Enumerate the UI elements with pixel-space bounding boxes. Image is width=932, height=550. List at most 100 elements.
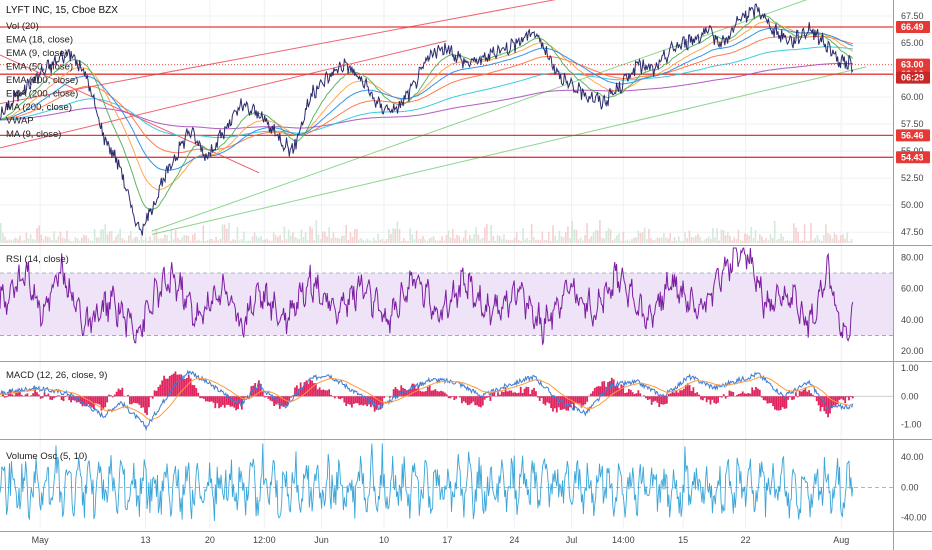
indicator-label: MA (9, close) [6,129,61,140]
volume-bar [279,234,281,243]
last-price-badge-text: 63.00 [901,60,924,70]
macd-hist-bar [681,390,683,397]
macd-hist-bar [398,390,401,397]
macd-hist-bar [588,395,590,397]
volume-bar [652,240,655,243]
volume-bar [115,236,117,243]
volume-bar [247,240,249,243]
volume-bar [4,236,6,243]
volume-bar [300,229,303,243]
macd-hist-bar [369,396,372,408]
volume-osc-pane[interactable]: Volume Osc (5, 10) [0,443,854,522]
volume-bar [211,239,213,243]
macd-hist-bar [252,385,255,397]
volume-bar [543,239,546,243]
volume-bar [707,236,710,243]
volume-bar [535,240,537,243]
macd-hist-bar [561,396,564,410]
macd-hist-bar [18,390,21,397]
volume-bar [709,238,712,243]
macd-hist-bar [62,396,65,402]
macd-hist-bar [506,391,509,397]
volume-bar [786,239,789,243]
volume-bar [624,240,627,243]
volume-bar [95,237,98,243]
trendline-green-lower [151,66,867,235]
volume-bar [240,238,243,243]
volume-bar [29,234,32,243]
volume-bar [690,236,693,243]
volume-bar [509,240,512,243]
macd-hist-bar [694,393,697,397]
volume-bar [831,238,834,243]
macd-hist-bar [7,393,10,397]
volume-bar [72,240,75,243]
volume-bar [379,239,382,243]
volume-bar [643,227,646,243]
volume-bar [829,234,831,243]
price-tick-label: 65.00 [901,38,924,48]
macd-hist-bar [533,387,535,397]
date-tick-label: Jun [314,535,329,545]
volume-bar [814,238,817,243]
volume-bar [605,230,608,243]
volume-bar [61,237,64,243]
level-badge-text: 66.49 [901,22,924,32]
rsi-line [0,247,854,345]
macd-hist-bar [635,393,638,397]
macd-hist-bar [559,396,562,411]
volume-bar [260,236,262,243]
volume-bar [539,240,542,243]
volume-bar [737,229,740,243]
ma-line [0,27,854,171]
rsi-pane[interactable]: RSI (14, close) [0,247,893,345]
volume-bar [827,233,829,243]
volume-bar [701,240,704,243]
level-badge [896,20,930,33]
macd-hist-bar [37,394,40,397]
macd-hist-bar [66,395,69,397]
volume-bar [324,231,326,243]
volume-bar [430,237,433,243]
volume-bar [294,237,296,243]
macd-hist-bar [432,390,435,397]
volume-bar [198,239,200,243]
volume-bar [692,237,695,243]
macd-hist-bar [849,396,852,398]
macd-pane[interactable]: MACD (12, 26, close, 9) [0,369,854,432]
macd-hist-bar [157,386,160,397]
time-scale[interactable]: May 13 20 12:00 Jun 10 17 24 Jul 14:00 15 22 Aug [32,535,850,545]
macd-hist-bar [159,384,162,397]
volume-bar [8,239,11,243]
volume-bar [818,239,821,243]
volume-bar [759,234,761,243]
macd-hist-bar [700,396,702,400]
volume-bar [486,224,488,243]
volume-bar [533,237,535,243]
date-tick-label: 15 [678,535,688,545]
volume-bar [560,236,563,243]
macd-hist-bar [98,396,101,405]
macd-hist-bar [278,396,281,409]
level-badge-text: 56.46 [901,130,924,140]
macd-hist-bar [20,394,23,397]
macd-hist-bar [70,396,72,403]
volume-bar [554,235,556,243]
volume-bar [437,240,439,243]
volume-bar [332,232,335,243]
macd-hist-bar [607,382,609,397]
macd-hist-bar [297,388,300,397]
macd-hist-bar [738,393,740,397]
macd-hist-bar [667,393,670,397]
volume-bar [336,237,339,243]
volume-bar [345,224,347,243]
price-scale[interactable]: 47.5050.0052.5055.0057.5060.0062.5065.00… [896,11,930,523]
macd-hist-bar [96,396,99,404]
price-pane[interactable]: Vol (20) EMA (18, close) EMA (9, close) EMA… [0,0,893,243]
volume-bar [665,237,667,243]
macd-hist-bar [218,396,220,409]
volume-bar [221,224,224,243]
macd-hist-bar [472,396,475,402]
indicator-label: EMA (50, close) [6,62,73,73]
macd-hist-bar [301,387,304,397]
